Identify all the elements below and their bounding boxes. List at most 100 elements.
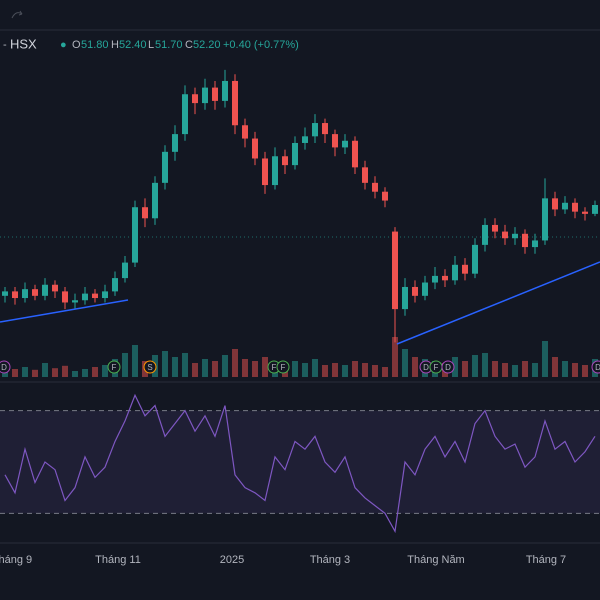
candle-body <box>432 275 438 283</box>
volume-bar <box>462 361 468 377</box>
candle-body <box>482 224 488 245</box>
volume-bar <box>22 367 28 377</box>
event-label: F <box>272 363 277 372</box>
candle-body <box>202 87 208 104</box>
volume-bar <box>572 363 578 377</box>
event-label: D <box>1 363 7 372</box>
volume-bar <box>262 357 268 377</box>
symbol: HSX <box>10 36 37 51</box>
volume-bar <box>92 367 98 377</box>
candle-body <box>62 291 68 303</box>
candle-body <box>372 182 378 192</box>
volume-bar <box>122 353 128 377</box>
volume-bar <box>522 361 528 377</box>
candle-body <box>112 278 118 292</box>
ohlc-value: 52.20 <box>193 39 221 51</box>
candle-body <box>572 202 578 212</box>
volume-bar <box>212 361 218 377</box>
volume-bar <box>172 357 178 377</box>
trend-line[interactable] <box>0 299 129 323</box>
volume-bar <box>62 365 68 377</box>
volume-bar <box>402 349 408 377</box>
candle-body <box>82 293 88 301</box>
candle-body <box>42 284 48 296</box>
volume-bar <box>82 369 88 377</box>
candle-body <box>422 282 428 296</box>
volume-bar <box>492 361 498 377</box>
candle-body <box>282 156 288 166</box>
candle-body <box>72 300 78 303</box>
candle-body <box>302 136 308 143</box>
volume-bar <box>222 355 228 377</box>
candle-body <box>382 191 388 201</box>
volume-bar <box>32 369 38 377</box>
candle-body <box>472 244 478 274</box>
candle-body <box>182 94 188 135</box>
candle-body <box>492 224 498 232</box>
volume-bar <box>542 341 548 377</box>
volume-bar <box>392 337 398 377</box>
candle-body <box>502 231 508 239</box>
volume-bar <box>332 363 338 377</box>
volume-bar <box>412 357 418 377</box>
event-label: F <box>434 363 439 372</box>
volume-bar <box>52 368 58 377</box>
candle-body <box>352 140 358 168</box>
volume-bar <box>162 351 168 377</box>
candle-body <box>562 202 568 210</box>
event-label: S <box>147 363 152 372</box>
candle-body <box>192 94 198 104</box>
volume-bar <box>452 357 458 377</box>
event-icon[interactable] <box>276 360 290 374</box>
change: +0.40 (+0.77%) <box>223 39 299 51</box>
candle-body <box>452 264 458 281</box>
volume-bar <box>202 359 208 377</box>
trend-line[interactable] <box>396 261 600 345</box>
volume-bar <box>302 363 308 377</box>
symbol-prefix: - <box>3 39 7 51</box>
event-icon[interactable] <box>441 360 455 374</box>
rsi-band-fill <box>0 410 600 514</box>
candle-body <box>212 87 218 101</box>
volume-bar <box>482 353 488 377</box>
volume-bar <box>242 359 248 377</box>
volume-bar <box>512 365 518 377</box>
candle-body <box>462 264 468 274</box>
volume-bar <box>102 365 108 377</box>
candle-body <box>442 275 448 281</box>
candle-body <box>52 284 58 292</box>
candle-body <box>522 233 528 248</box>
volume-bar <box>472 355 478 377</box>
ohlc-value: 51.80 <box>81 39 109 51</box>
event-label: D <box>423 363 429 372</box>
candle-body <box>102 291 108 299</box>
volume-bar <box>72 371 78 377</box>
volume-bar <box>502 363 508 377</box>
volume-bar <box>562 361 568 377</box>
volume-bar <box>582 365 588 377</box>
candle-body <box>122 262 128 279</box>
redo-icon[interactable] <box>11 10 23 19</box>
candle-body <box>552 198 558 210</box>
candle-body <box>12 291 18 299</box>
event-icon[interactable] <box>0 360 11 374</box>
volume-bar <box>232 349 238 377</box>
candle-body <box>392 231 398 310</box>
volume-bar <box>532 363 538 377</box>
ohlc-value: 51.70 <box>155 39 183 51</box>
volume-bar <box>382 367 388 377</box>
candle-body <box>582 211 588 214</box>
candle-body <box>142 207 148 219</box>
candle-body <box>412 286 418 296</box>
candle-body <box>152 182 158 219</box>
ohlc-label: C <box>185 39 193 51</box>
event-icon[interactable] <box>143 360 157 374</box>
candle-body <box>222 80 228 101</box>
volume-bar <box>362 363 368 377</box>
candle-body <box>402 286 408 310</box>
event-icon[interactable] <box>591 360 600 374</box>
candle-body <box>252 138 258 159</box>
event-icon[interactable] <box>107 360 121 374</box>
candle-body <box>312 123 318 137</box>
